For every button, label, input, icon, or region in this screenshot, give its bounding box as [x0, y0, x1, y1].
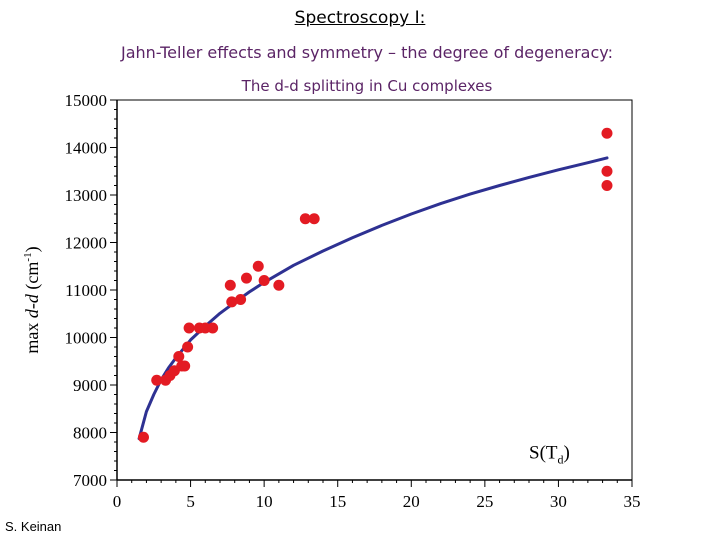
y-tick-label: 11000	[65, 281, 107, 300]
y-axis-label-italic: d-d	[22, 293, 42, 318]
y-axis-label-prefix: max	[22, 318, 42, 354]
data-point	[235, 294, 247, 305]
y-tick-label: 13000	[65, 186, 108, 205]
y-axis-label-close: )	[22, 246, 43, 252]
x-tick-label: 30	[550, 492, 567, 511]
data-point	[179, 360, 191, 372]
y-tick-label: 12000	[65, 234, 108, 253]
x-annotation-sub: d	[558, 453, 564, 467]
data-point	[601, 165, 613, 177]
x-tick-label: 10	[256, 492, 273, 511]
data-point	[224, 279, 236, 291]
data-point	[207, 322, 219, 334]
slide-title: Spectroscopy I:	[294, 8, 426, 28]
data-point	[258, 275, 270, 286]
plot-frame	[116, 99, 633, 481]
y-axis-label-sup: -1	[22, 252, 34, 261]
data-point	[273, 279, 285, 291]
x-tick-label: 5	[186, 492, 195, 511]
y-tick-label: 8000	[73, 424, 107, 443]
y-tick-label: 10000	[65, 329, 108, 348]
data-point	[182, 341, 194, 353]
y-axis-label-open: (cm	[22, 262, 43, 294]
y-tick-label: 15000	[65, 91, 108, 110]
data-point	[601, 180, 613, 191]
x-tick-label: 0	[113, 492, 122, 511]
data-point	[137, 431, 149, 443]
data-point	[601, 127, 613, 139]
slide-subtitle: Jahn-Teller effects and symmetry – the d…	[121, 43, 613, 62]
data-point	[308, 213, 320, 225]
y-tick-label: 14000	[65, 139, 108, 158]
fit-curve-line	[137, 156, 609, 441]
data-point	[252, 260, 264, 272]
x-tick-label: 25	[476, 492, 493, 511]
data-point	[151, 374, 163, 386]
y-tick-label: 7000	[73, 471, 107, 490]
y-axis-label: max d-d (cm-1)	[22, 246, 43, 353]
data-point	[226, 296, 238, 308]
data-point	[240, 272, 252, 284]
x-annotation-text: S(T	[529, 443, 558, 464]
y-tick-label: 9000	[73, 376, 107, 395]
author-credit: S. Keinan	[5, 519, 62, 534]
chart-title: The d-d splitting in Cu complexes	[241, 77, 493, 95]
data-point	[299, 213, 311, 225]
x-tick-label: 15	[329, 492, 346, 511]
x-tick-label: 35	[624, 492, 641, 511]
data-point	[183, 322, 195, 334]
data-point	[173, 351, 185, 362]
x-annotation-close: )	[564, 443, 570, 464]
x-tick-label: 20	[403, 492, 420, 511]
x-annotation: S(Td)	[529, 443, 570, 467]
